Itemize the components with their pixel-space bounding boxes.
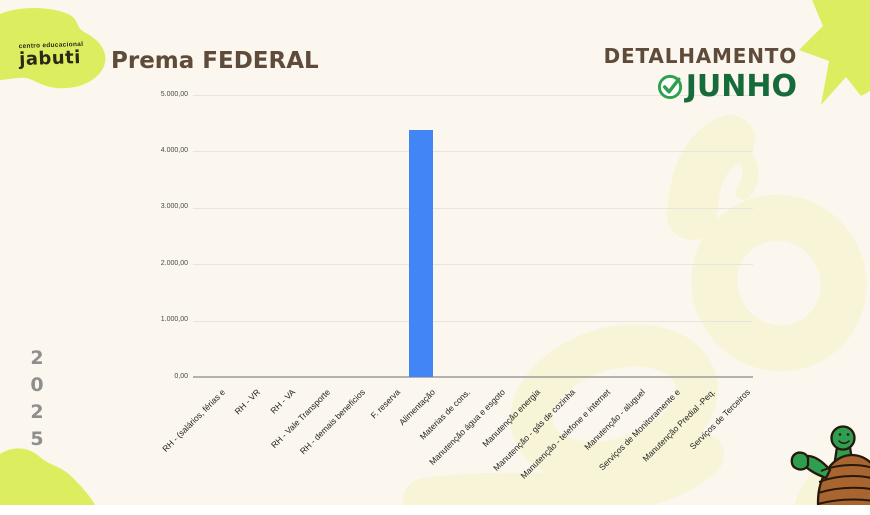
year-digit: 2: [30, 347, 44, 369]
turtle-hand: [790, 451, 810, 471]
y-axis-tick-label: 5.000,00: [160, 90, 188, 98]
year-digit: 5: [30, 428, 44, 450]
year-digit: 2: [30, 401, 44, 423]
y-axis-tick-label: 1.000,00: [160, 316, 188, 324]
gridline: [193, 264, 753, 266]
top-right-star: [799, 0, 870, 105]
year-digit: 0: [30, 374, 44, 396]
top-left-blob: [0, 8, 106, 89]
junho-row: JUNHO: [604, 69, 797, 104]
page-title: Prema FEDERAL: [111, 48, 319, 74]
x-axis-line: [193, 376, 753, 378]
bar-Alimentação: [408, 129, 433, 377]
gridline: [193, 320, 753, 322]
y-axis-tick-label: 0,00: [174, 372, 188, 380]
junho-label: JUNHO: [685, 69, 797, 104]
gridline: [193, 95, 753, 96]
gridline: [193, 207, 753, 209]
y-axis-tick-label: 4.000,00: [160, 146, 188, 154]
y-axis-tick-label: 3.000,00: [160, 203, 188, 211]
checkmark-icon: [657, 74, 682, 100]
detalhamento-label: DETALHAMENTO: [603, 44, 797, 68]
gridline: [193, 151, 753, 153]
header-right: DETALHAMENTO JUNHO: [604, 44, 797, 104]
y-axis-tick-label: 2.000,00: [160, 259, 188, 267]
turtle-head: [830, 425, 856, 451]
bottom-left-blob: [0, 448, 95, 505]
